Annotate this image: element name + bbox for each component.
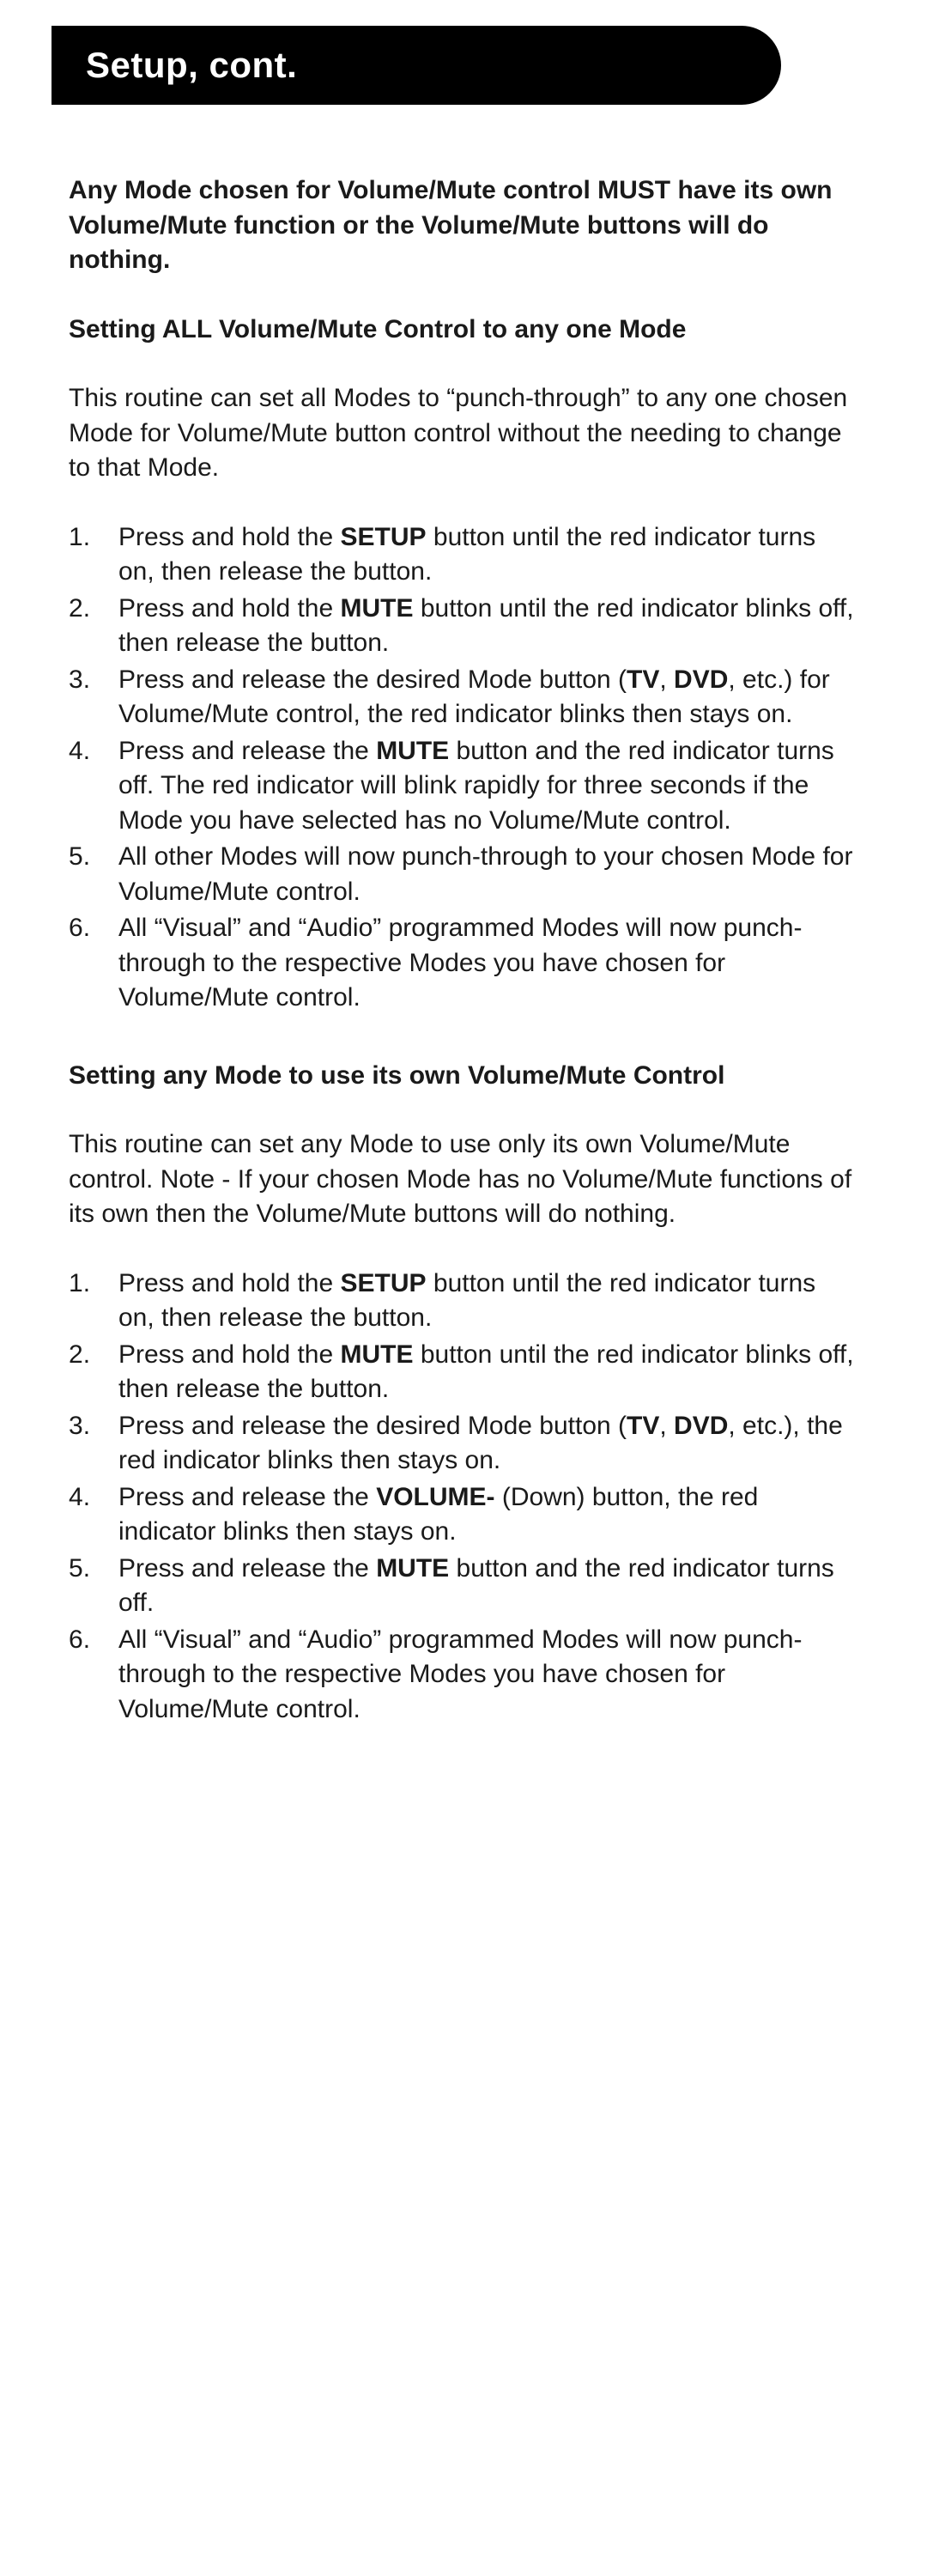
list-item: All “Visual” and “Audio” programmed Mode… [69, 911, 858, 1016]
document-page: Setup, cont. Any Mode chosen for Volume/… [0, 0, 927, 2576]
list-item: Press and hold the MUTE button until the… [69, 1338, 858, 1407]
intro-warning: Any Mode chosen for Volume/Mute control … [69, 173, 858, 278]
section1-heading: Setting ALL Volume/Mute Control to any o… [69, 313, 858, 348]
step-text: Press and release the [118, 737, 376, 765]
section2-lead: This routine can set any Mode to use onl… [69, 1127, 858, 1232]
section2-heading: Setting any Mode to use its own Volume/M… [69, 1059, 858, 1094]
list-item: Press and hold the SETUP button until th… [69, 1267, 858, 1336]
step-bold: DVD [674, 1412, 728, 1440]
step-text: All other Modes will now punch-through t… [118, 842, 852, 906]
list-item: Press and release the VOLUME- (Down) but… [69, 1480, 858, 1550]
step-text: Press and hold the [118, 1269, 341, 1297]
step-bold: MUTE [341, 594, 414, 623]
section-header-pill: Setup, cont. [52, 26, 781, 105]
step-text: , [659, 665, 674, 694]
step-bold: MUTE [376, 737, 449, 765]
step-text: All “Visual” and “Audio” programmed Mode… [118, 1625, 802, 1723]
step-bold: VOLUME- [376, 1483, 494, 1511]
step-text: Press and release the desired Mode butto… [118, 1412, 627, 1440]
step-text: Press and release the desired Mode butto… [118, 665, 627, 694]
content-body: Any Mode chosen for Volume/Mute control … [60, 173, 867, 1727]
list-item: Press and hold the SETUP button until th… [69, 520, 858, 590]
list-item: Press and release the MUTE button and th… [69, 734, 858, 839]
step-bold: MUTE [376, 1554, 449, 1583]
list-item: All “Visual” and “Audio” programmed Mode… [69, 1623, 858, 1728]
step-text: Press and hold the [118, 1340, 341, 1369]
step-text: All “Visual” and “Audio” programmed Mode… [118, 914, 802, 1012]
list-item: Press and hold the MUTE button until the… [69, 592, 858, 661]
step-bold: TV [627, 665, 659, 694]
step-text: , [659, 1412, 674, 1440]
step-text: Press and hold the [118, 594, 341, 623]
list-item: Press and release the MUTE button and th… [69, 1552, 858, 1621]
list-item: Press and release the desired Mode butto… [69, 663, 858, 732]
step-text: Press and release the [118, 1554, 376, 1583]
step-bold: SETUP [341, 523, 427, 551]
step-bold: MUTE [341, 1340, 414, 1369]
page-title: Setup, cont. [86, 45, 747, 86]
step-bold: SETUP [341, 1269, 427, 1297]
section1-steps: Press and hold the SETUP button until th… [69, 520, 858, 1016]
section2-steps: Press and hold the SETUP button until th… [69, 1267, 858, 1728]
list-item: Press and release the desired Mode butto… [69, 1409, 858, 1479]
step-text: Press and release the [118, 1483, 376, 1511]
step-text: Press and hold the [118, 523, 341, 551]
list-item: All other Modes will now punch-through t… [69, 840, 858, 909]
step-bold: DVD [674, 665, 728, 694]
step-bold: TV [627, 1412, 659, 1440]
section1-lead: This routine can set all Modes to “punch… [69, 381, 858, 486]
